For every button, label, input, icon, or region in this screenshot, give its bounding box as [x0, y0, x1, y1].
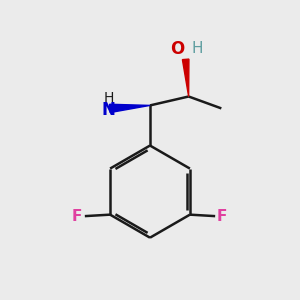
Text: F: F: [217, 208, 227, 224]
Text: F: F: [72, 208, 83, 224]
Polygon shape: [110, 104, 150, 112]
Polygon shape: [182, 59, 189, 97]
Text: O: O: [170, 40, 184, 58]
Text: H: H: [103, 91, 114, 105]
Text: N: N: [101, 101, 115, 119]
Text: H: H: [191, 41, 203, 56]
